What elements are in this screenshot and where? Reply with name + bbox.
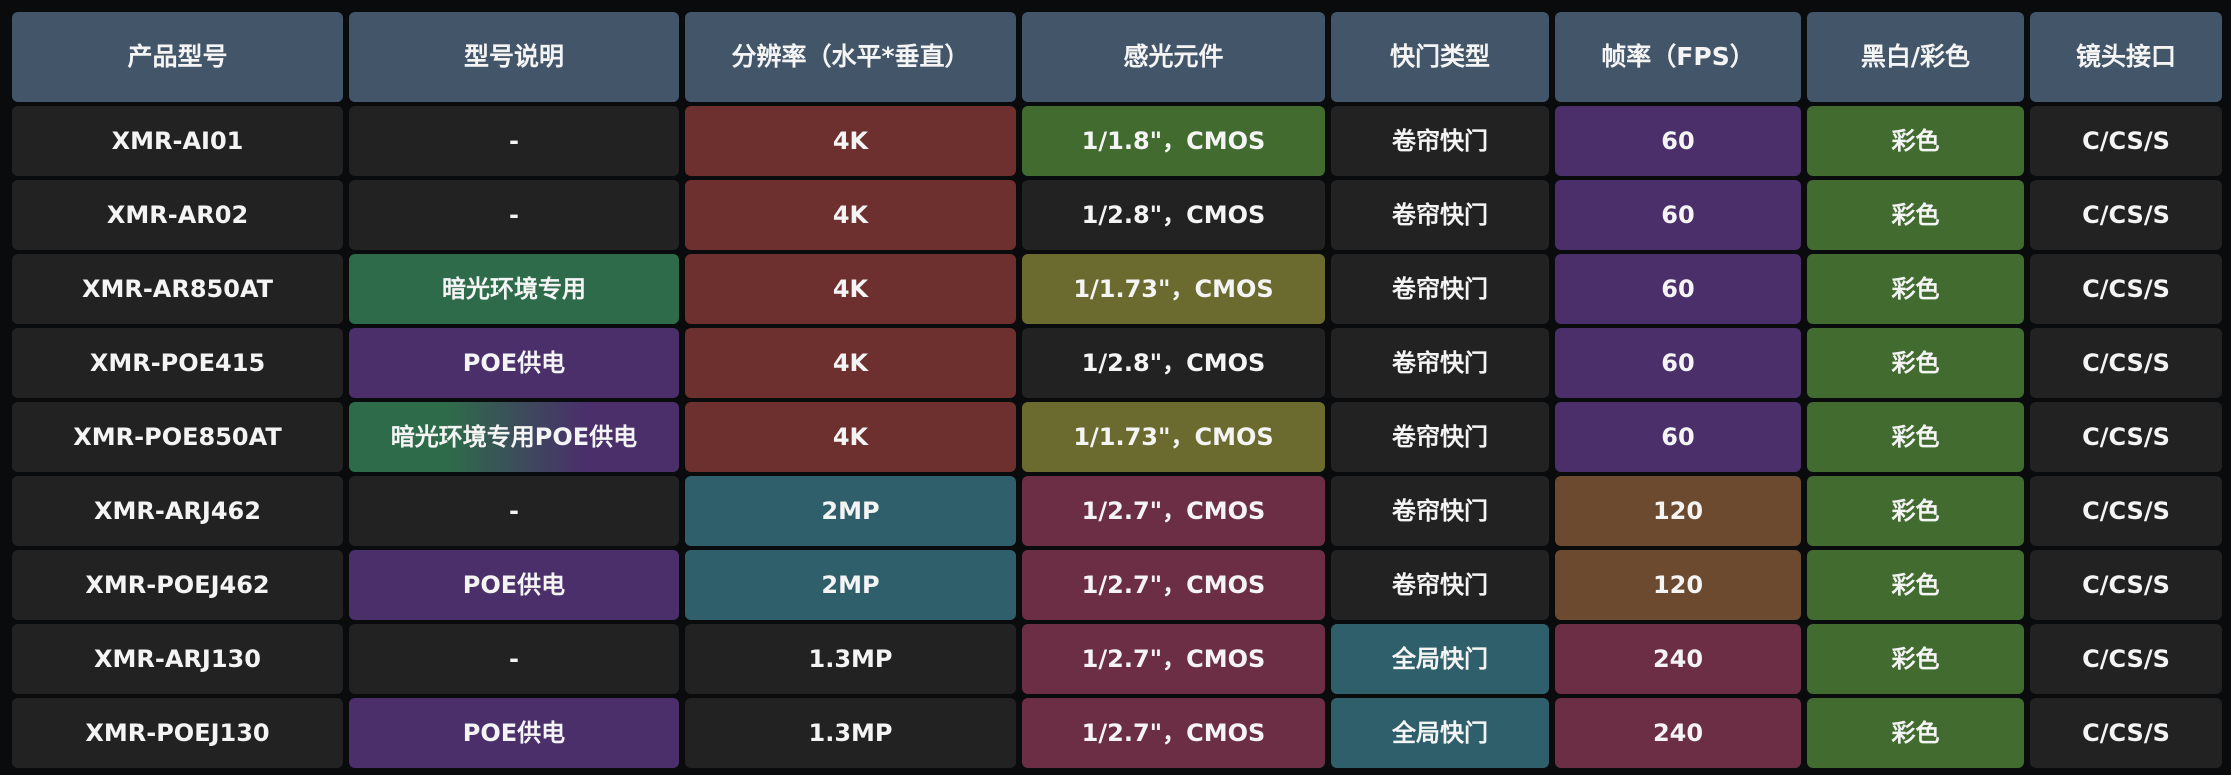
cell-fps: 240 xyxy=(1555,698,1801,768)
cell-model: XMR-ARJ130 xyxy=(12,624,343,694)
cell-lens-mount: C/CS/S xyxy=(2030,254,2222,324)
cell-lens-mount: C/CS/S xyxy=(2030,550,2222,620)
cell-shutter: 卷帘快门 xyxy=(1331,328,1549,398)
cell-description: - xyxy=(349,624,679,694)
cell-shutter: 卷帘快门 xyxy=(1331,402,1549,472)
cell-shutter: 全局快门 xyxy=(1331,624,1549,694)
cell-sensor: 1/2.7"，CMOS xyxy=(1022,698,1325,768)
cell-shutter: 卷帘快门 xyxy=(1331,254,1549,324)
cell-color-mode: 彩色 xyxy=(1807,180,2024,250)
cell-resolution: 4K xyxy=(685,254,1016,324)
cell-model: XMR-POEJ462 xyxy=(12,550,343,620)
cell-model: XMR-AR850AT xyxy=(12,254,343,324)
cell-lens-mount: C/CS/S xyxy=(2030,180,2222,250)
header-fps[interactable]: 帧率（FPS） xyxy=(1555,12,1801,102)
cell-sensor: 1/2.7"，CMOS xyxy=(1022,550,1325,620)
cell-sensor: 1/1.73"，CMOS xyxy=(1022,402,1325,472)
cell-resolution: 4K xyxy=(685,328,1016,398)
header-shutter[interactable]: 快门类型 xyxy=(1331,12,1549,102)
cell-lens-mount: C/CS/S xyxy=(2030,624,2222,694)
cell-color-mode: 彩色 xyxy=(1807,106,2024,176)
cell-description: 暗光环境专用POE供电 xyxy=(349,402,679,472)
cell-color-mode: 彩色 xyxy=(1807,550,2024,620)
cell-description: - xyxy=(349,106,679,176)
cell-sensor: 1/2.8"，CMOS xyxy=(1022,328,1325,398)
cell-description: - xyxy=(349,180,679,250)
cell-resolution: 1.3MP xyxy=(685,698,1016,768)
cell-description: 暗光环境专用 xyxy=(349,254,679,324)
header-description[interactable]: 型号说明 xyxy=(349,12,679,102)
cell-fps: 60 xyxy=(1555,180,1801,250)
cell-sensor: 1/2.7"，CMOS xyxy=(1022,476,1325,546)
cell-fps: 240 xyxy=(1555,624,1801,694)
cell-shutter: 卷帘快门 xyxy=(1331,550,1549,620)
cell-sensor: 1/2.7"，CMOS xyxy=(1022,624,1325,694)
cell-color-mode: 彩色 xyxy=(1807,476,2024,546)
cell-model: XMR-POE850AT xyxy=(12,402,343,472)
header-resolution[interactable]: 分辨率（水平*垂直） xyxy=(685,12,1016,102)
cell-fps: 60 xyxy=(1555,402,1801,472)
header-sensor[interactable]: 感光元件 xyxy=(1022,12,1325,102)
cell-resolution: 2MP xyxy=(685,476,1016,546)
header-model[interactable]: 产品型号 xyxy=(12,12,343,102)
header-color-mode[interactable]: 黑白/彩色 xyxy=(1807,12,2024,102)
cell-model: XMR-POE415 xyxy=(12,328,343,398)
cell-model: XMR-AR02 xyxy=(12,180,343,250)
cell-description: POE供电 xyxy=(349,698,679,768)
cell-description: - xyxy=(349,476,679,546)
cell-shutter: 卷帘快门 xyxy=(1331,476,1549,546)
cell-color-mode: 彩色 xyxy=(1807,402,2024,472)
cell-model: XMR-AI01 xyxy=(12,106,343,176)
cell-lens-mount: C/CS/S xyxy=(2030,698,2222,768)
cell-shutter: 全局快门 xyxy=(1331,698,1549,768)
cell-shutter: 卷帘快门 xyxy=(1331,106,1549,176)
cell-color-mode: 彩色 xyxy=(1807,254,2024,324)
cell-resolution: 2MP xyxy=(685,550,1016,620)
cell-model: XMR-POEJ130 xyxy=(12,698,343,768)
cell-model: XMR-ARJ462 xyxy=(12,476,343,546)
cell-lens-mount: C/CS/S xyxy=(2030,328,2222,398)
header-lens-mount[interactable]: 镜头接口 xyxy=(2030,12,2222,102)
cell-resolution: 4K xyxy=(685,180,1016,250)
cell-fps: 120 xyxy=(1555,476,1801,546)
cell-lens-mount: C/CS/S xyxy=(2030,402,2222,472)
cell-fps: 120 xyxy=(1555,550,1801,620)
cell-fps: 60 xyxy=(1555,254,1801,324)
cell-resolution: 4K xyxy=(685,402,1016,472)
cell-color-mode: 彩色 xyxy=(1807,624,2024,694)
cell-sensor: 1/1.8"，CMOS xyxy=(1022,106,1325,176)
cell-sensor: 1/1.73"，CMOS xyxy=(1022,254,1325,324)
cell-description: POE供电 xyxy=(349,550,679,620)
cell-resolution: 4K xyxy=(685,106,1016,176)
cell-fps: 60 xyxy=(1555,328,1801,398)
cell-description: POE供电 xyxy=(349,328,679,398)
cell-shutter: 卷帘快门 xyxy=(1331,180,1549,250)
cell-resolution: 1.3MP xyxy=(685,624,1016,694)
product-spec-table: 产品型号 型号说明 分辨率（水平*垂直） 感光元件 快门类型 帧率（FPS） 黑白/彩色 镜头… xyxy=(12,12,2222,768)
cell-fps: 60 xyxy=(1555,106,1801,176)
cell-color-mode: 彩色 xyxy=(1807,698,2024,768)
cell-lens-mount: C/CS/S xyxy=(2030,476,2222,546)
cell-lens-mount: C/CS/S xyxy=(2030,106,2222,176)
cell-sensor: 1/2.8"，CMOS xyxy=(1022,180,1325,250)
cell-color-mode: 彩色 xyxy=(1807,328,2024,398)
